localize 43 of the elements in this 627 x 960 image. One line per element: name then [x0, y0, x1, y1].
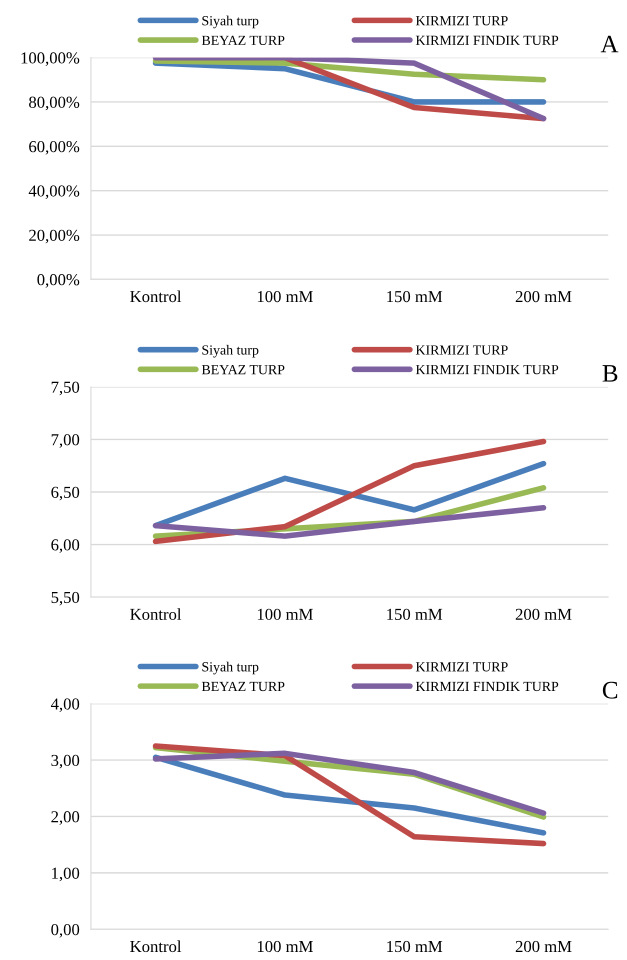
legend-label: Siyah turp — [202, 16, 258, 28]
y-tick-label: 6,50 — [51, 486, 80, 500]
y-tick-label: 2,00 — [51, 811, 80, 825]
legend-label: Siyah turp — [202, 662, 258, 674]
chart-title: C — [602, 682, 618, 699]
x-tick-label: 100 mM — [258, 608, 313, 620]
y-tick-label: 4,00 — [50, 698, 80, 712]
x-tick-label: Kontrol — [130, 940, 182, 952]
y-tick-label: 0,00 — [51, 924, 80, 938]
legend-label: KIRMIZI TURP — [416, 662, 508, 672]
y-tick-label: 100,00% — [22, 52, 80, 66]
legend-label: KIRMIZI FINDIK TURP — [416, 36, 558, 46]
x-tick-label: Kontrol — [130, 608, 182, 620]
y-tick-label: 1,00 — [52, 868, 80, 882]
x-tick-label: 150 mM — [387, 940, 442, 952]
legend-label: BEYAZ TURP — [202, 682, 284, 692]
x-tick-label: 200 mM — [516, 940, 572, 952]
y-tick-label: 60,00% — [29, 141, 80, 155]
chart-title: B — [602, 365, 618, 382]
legend-label: BEYAZ TURP — [202, 36, 284, 46]
legend-label: KIRMIZI FINDIK TURP — [416, 365, 558, 374]
legend-label: BEYAZ TURP — [202, 365, 284, 374]
x-tick-label: 100 mM — [258, 290, 313, 302]
y-tick-label: 6,00 — [51, 539, 80, 553]
legend-label: KIRMIZI TURP — [416, 16, 508, 26]
x-tick-label: 200 mM — [516, 290, 572, 302]
chart-title: A — [600, 36, 618, 52]
y-tick-label: 5,50 — [52, 592, 80, 606]
x-tick-label: 150 mM — [387, 290, 442, 302]
legend-label: KIRMIZI TURP — [416, 345, 508, 355]
y-tick-label: 7,50 — [52, 382, 80, 396]
y-tick-label: 0,00% — [37, 274, 80, 288]
y-tick-label: 20,00% — [29, 230, 80, 244]
legend-label: KIRMIZI FINDIK TURP — [416, 682, 558, 692]
x-tick-label: 200 mM — [516, 608, 572, 620]
y-tick-label: 40,00% — [28, 185, 80, 199]
x-tick-label: 100 mM — [258, 940, 313, 952]
legend-label: Siyah turp — [202, 344, 258, 358]
x-tick-label: Kontrol — [130, 290, 182, 302]
y-tick-label: 7,00 — [52, 434, 80, 448]
y-tick-label: 3,00 — [51, 754, 80, 768]
x-tick-label: 150 mM — [387, 608, 442, 620]
y-tick-label: 80,00% — [29, 96, 80, 110]
